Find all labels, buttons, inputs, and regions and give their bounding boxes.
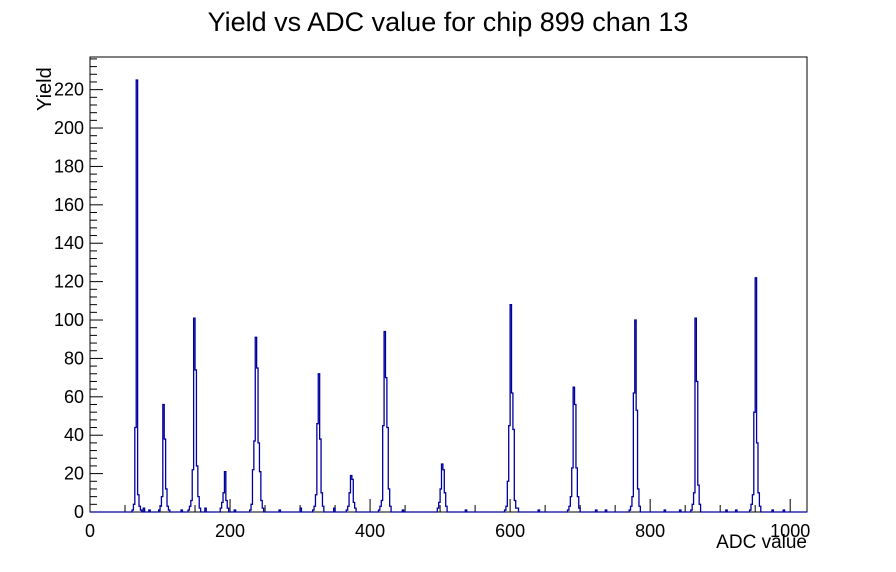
x-axis-tick-labels: 0 200 400 600 800 1000 — [85, 521, 810, 541]
histogram-line — [90, 79, 807, 513]
x-tick-label: 1000 — [770, 521, 810, 541]
x-tick-label: 800 — [635, 521, 665, 541]
x-tick-label: 200 — [215, 521, 245, 541]
y-tick-label: 20 — [64, 464, 84, 484]
x-axis-title: ADC value — [716, 532, 807, 553]
chart-title: Yield vs ADC value for chip 899 chan 13 — [207, 7, 689, 37]
y-tick-label: 120 — [54, 272, 84, 292]
y-tick-label: 140 — [54, 233, 84, 253]
y-tick-label: 100 — [54, 310, 84, 330]
y-tick-label: 40 — [64, 425, 84, 445]
y-tick-label: 160 — [54, 195, 84, 215]
y-tick-label: 200 — [54, 118, 84, 138]
x-tick-label: 400 — [355, 521, 385, 541]
y-tick-label: 80 — [64, 348, 84, 368]
y-axis-ticks — [90, 58, 103, 513]
y-axis-tick-labels: 0 20 40 60 80 100 120 140 160 180 200 220 — [54, 80, 84, 522]
y-tick-label: 60 — [64, 387, 84, 407]
y-tick-label: 0 — [74, 502, 84, 522]
x-tick-label: 0 — [85, 521, 95, 541]
y-tick-label: 220 — [54, 80, 84, 100]
y-tick-label: 180 — [54, 156, 84, 176]
plot-frame — [89, 56, 808, 513]
x-tick-label: 600 — [495, 521, 525, 541]
